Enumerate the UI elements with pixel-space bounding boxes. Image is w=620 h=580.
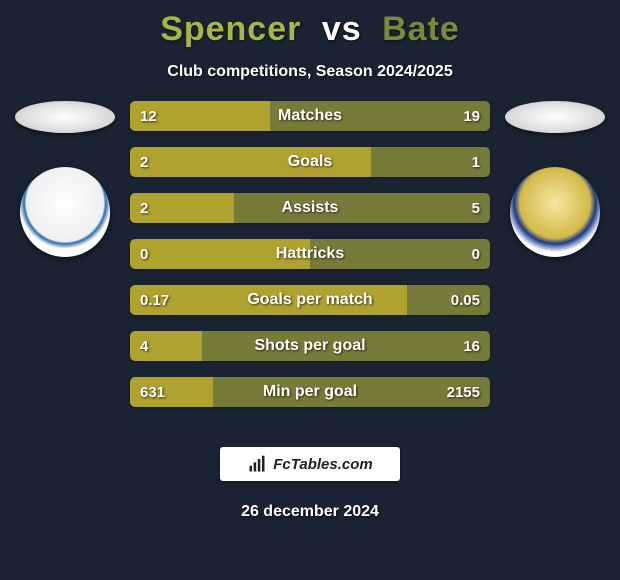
stat-value-left: 0.17 [130, 285, 179, 315]
stat-label: Matches [130, 101, 490, 131]
right-crest-icon [510, 167, 600, 257]
content: Spencer vs Bate Club competitions, Seaso… [0, 0, 620, 521]
stat-value-left: 631 [130, 377, 175, 407]
player1-name: Spencer [160, 10, 301, 48]
right-flag-icon [505, 101, 605, 133]
stat-row: Matches12 19 [130, 101, 490, 131]
stat-value-left: 4 [130, 331, 158, 361]
left-crest-icon [20, 167, 110, 257]
stat-value-left: 0 [130, 239, 158, 269]
subtitle: Club competitions, Season 2024/2025 [0, 63, 620, 81]
stat-row: Min per goal6312155 [130, 377, 490, 407]
stat-value-left: 12 [130, 101, 167, 131]
stat-value-right: 0 [462, 239, 490, 269]
stat-row: Goals per match0.17 0.05 [130, 285, 490, 315]
versus-label: vs [322, 10, 362, 48]
stat-value-right: 16 [453, 331, 490, 361]
stat-value-right: 0.05 [441, 285, 490, 315]
stat-value-right: 2155 [437, 377, 490, 407]
stat-value-right: 1 [462, 147, 490, 177]
right-side [500, 101, 610, 257]
main-area: Matches1219Goals21Assists25Hattricks00Go… [0, 101, 620, 423]
left-side [10, 101, 120, 257]
stat-label: Goals per match [130, 285, 490, 315]
player2-name: Bate [382, 10, 460, 48]
brand-chart-icon [247, 454, 267, 474]
stat-label: Shots per goal [130, 331, 490, 361]
stat-value-left: 2 [130, 147, 158, 177]
date-label: 26 december 2024 [0, 503, 620, 521]
left-flag-icon [15, 101, 115, 133]
brand-badge: FcTables.com [220, 447, 400, 481]
stat-label: Goals [130, 147, 490, 177]
page-title: Spencer vs Bate [0, 0, 620, 49]
brand-text: FcTables.com [273, 456, 372, 473]
stat-row: Goals2 1 [130, 147, 490, 177]
stat-label: Hattricks [130, 239, 490, 269]
stat-bars: Matches1219Goals21Assists25Hattricks00Go… [120, 101, 500, 423]
stat-row: Hattricks0 0 [130, 239, 490, 269]
stat-row: Assists2 5 [130, 193, 490, 223]
stat-value-right: 19 [453, 101, 490, 131]
stat-value-left: 2 [130, 193, 158, 223]
stat-label: Assists [130, 193, 490, 223]
stat-value-right: 5 [462, 193, 490, 223]
stat-row: Shots per goal4 16 [130, 331, 490, 361]
